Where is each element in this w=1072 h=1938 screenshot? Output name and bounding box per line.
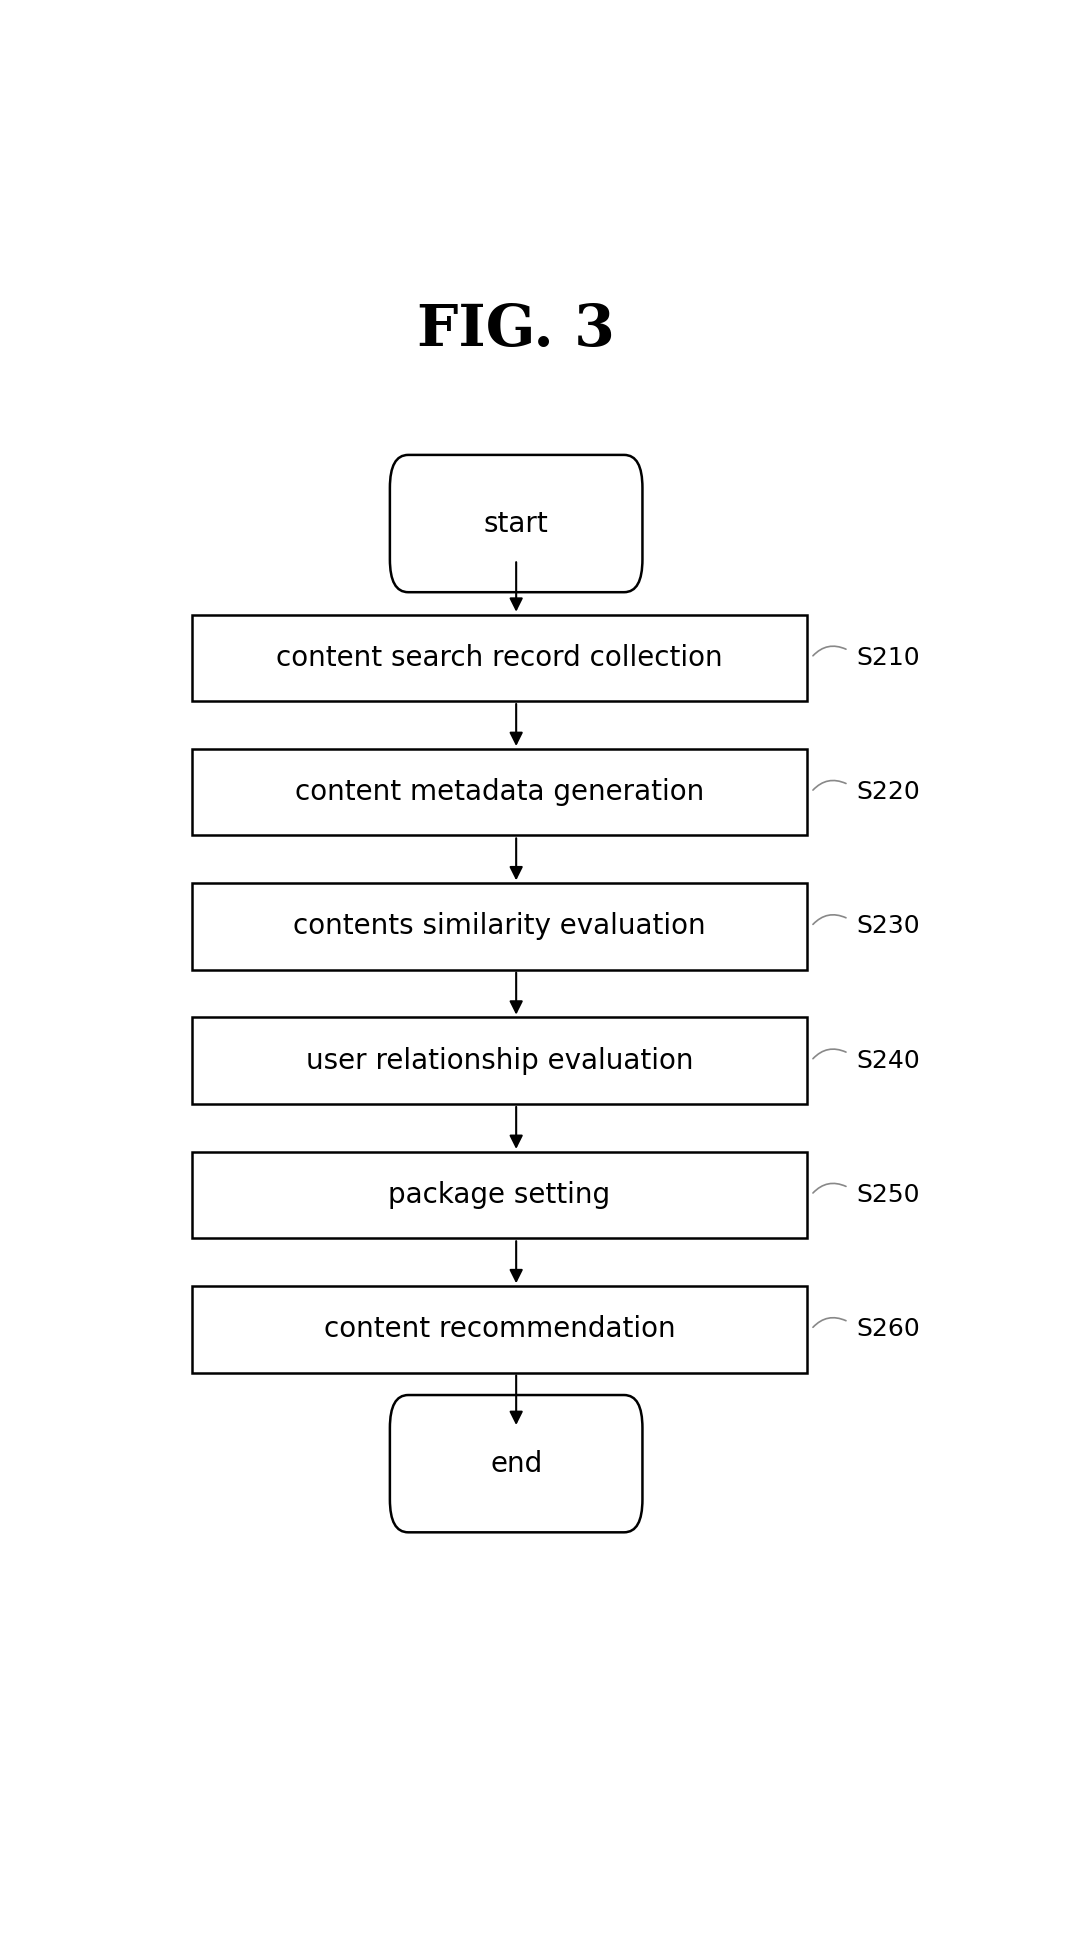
Text: S210: S210 xyxy=(857,645,921,671)
FancyBboxPatch shape xyxy=(390,455,642,593)
FancyBboxPatch shape xyxy=(390,1395,642,1533)
Text: end: end xyxy=(490,1450,542,1477)
FancyBboxPatch shape xyxy=(192,1151,807,1238)
FancyBboxPatch shape xyxy=(192,614,807,702)
Text: S230: S230 xyxy=(857,915,921,938)
FancyBboxPatch shape xyxy=(192,748,807,835)
FancyBboxPatch shape xyxy=(192,884,807,969)
Text: FIG. 3: FIG. 3 xyxy=(417,302,615,357)
FancyBboxPatch shape xyxy=(192,1017,807,1105)
FancyBboxPatch shape xyxy=(192,1287,807,1372)
Text: user relationship evaluation: user relationship evaluation xyxy=(306,1047,694,1076)
Text: S240: S240 xyxy=(857,1048,921,1074)
Text: contents similarity evaluation: contents similarity evaluation xyxy=(294,913,705,940)
Text: package setting: package setting xyxy=(388,1180,611,1209)
Text: content metadata generation: content metadata generation xyxy=(295,779,704,806)
Text: content recommendation: content recommendation xyxy=(324,1316,675,1343)
Text: S260: S260 xyxy=(857,1318,921,1341)
Text: content search record collection: content search record collection xyxy=(277,643,723,672)
Text: S250: S250 xyxy=(857,1182,920,1207)
Text: start: start xyxy=(483,510,549,537)
Text: S220: S220 xyxy=(857,781,921,804)
